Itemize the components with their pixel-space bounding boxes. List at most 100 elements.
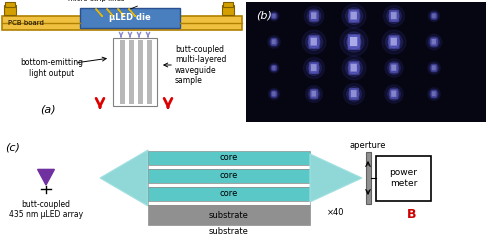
Bar <box>147 40 152 104</box>
Text: B: B <box>407 207 416 220</box>
Circle shape <box>309 11 319 21</box>
FancyBboxPatch shape <box>389 89 398 99</box>
FancyBboxPatch shape <box>431 90 437 98</box>
Circle shape <box>385 59 403 77</box>
Text: (b): (b) <box>256 11 272 21</box>
Circle shape <box>304 58 325 78</box>
FancyBboxPatch shape <box>431 12 437 20</box>
Bar <box>4 5 16 15</box>
Text: substrate: substrate <box>209 211 249 219</box>
Circle shape <box>384 6 405 27</box>
Circle shape <box>385 85 403 103</box>
Circle shape <box>304 6 324 26</box>
FancyBboxPatch shape <box>310 89 318 99</box>
Bar <box>5 2 15 7</box>
Bar <box>223 2 233 7</box>
FancyBboxPatch shape <box>311 91 316 97</box>
Text: SMA: SMA <box>221 0 236 1</box>
Polygon shape <box>310 154 362 202</box>
Circle shape <box>346 86 362 101</box>
FancyBboxPatch shape <box>432 91 436 96</box>
Bar <box>148 187 310 201</box>
Circle shape <box>427 88 440 100</box>
Circle shape <box>386 33 403 51</box>
FancyBboxPatch shape <box>271 13 277 19</box>
Bar <box>113 38 157 106</box>
Text: SMA: SMA <box>2 0 18 1</box>
Text: power
meter: power meter <box>389 168 418 188</box>
Circle shape <box>344 83 365 105</box>
FancyBboxPatch shape <box>388 35 400 49</box>
Circle shape <box>309 63 319 73</box>
Circle shape <box>344 32 364 52</box>
Circle shape <box>389 63 399 73</box>
FancyBboxPatch shape <box>348 61 360 75</box>
Circle shape <box>429 90 439 98</box>
Circle shape <box>386 8 402 23</box>
Bar <box>148 151 310 165</box>
FancyBboxPatch shape <box>311 12 316 19</box>
Text: µLED die: µLED die <box>109 14 151 23</box>
FancyBboxPatch shape <box>350 64 357 72</box>
FancyBboxPatch shape <box>309 62 319 74</box>
Circle shape <box>349 89 359 99</box>
Circle shape <box>342 56 366 80</box>
FancyBboxPatch shape <box>348 9 360 23</box>
FancyBboxPatch shape <box>351 90 357 97</box>
Circle shape <box>342 4 366 28</box>
FancyBboxPatch shape <box>310 38 317 45</box>
Circle shape <box>305 33 323 51</box>
Circle shape <box>346 8 363 24</box>
Circle shape <box>389 90 399 98</box>
FancyBboxPatch shape <box>432 66 436 70</box>
FancyBboxPatch shape <box>347 34 360 50</box>
Circle shape <box>306 60 322 76</box>
Circle shape <box>387 88 401 100</box>
FancyBboxPatch shape <box>309 10 319 22</box>
Bar <box>129 40 134 104</box>
FancyBboxPatch shape <box>389 63 398 73</box>
Text: butt-coupled
multi-layered
waveguide
sample: butt-coupled multi-layered waveguide sam… <box>175 45 226 85</box>
FancyBboxPatch shape <box>430 37 438 47</box>
FancyBboxPatch shape <box>390 38 397 45</box>
Circle shape <box>305 86 323 102</box>
Bar <box>148 169 310 183</box>
Circle shape <box>428 10 440 22</box>
Bar <box>148 165 310 169</box>
Bar <box>80 8 180 28</box>
Circle shape <box>269 11 279 21</box>
Text: core: core <box>220 153 238 162</box>
FancyBboxPatch shape <box>391 65 396 71</box>
Bar <box>376 156 431 201</box>
FancyBboxPatch shape <box>308 35 320 49</box>
Text: butt-coupled
435 nm µLED array: butt-coupled 435 nm µLED array <box>9 200 83 219</box>
Polygon shape <box>100 150 148 206</box>
Text: aperture: aperture <box>350 141 386 150</box>
FancyBboxPatch shape <box>271 65 277 71</box>
Circle shape <box>346 60 363 76</box>
Text: (c): (c) <box>5 142 20 152</box>
FancyBboxPatch shape <box>272 14 275 18</box>
Circle shape <box>302 30 326 54</box>
Circle shape <box>271 91 277 97</box>
FancyBboxPatch shape <box>349 88 359 100</box>
Circle shape <box>431 65 437 71</box>
FancyBboxPatch shape <box>350 12 357 20</box>
Bar <box>148 183 310 187</box>
Text: bottom-emitting
light output: bottom-emitting light output <box>20 58 83 78</box>
Text: micro-strip lines: micro-strip lines <box>68 0 124 1</box>
Circle shape <box>308 36 320 48</box>
Text: core: core <box>220 172 238 181</box>
Text: PCB board: PCB board <box>8 20 44 26</box>
Bar <box>138 40 143 104</box>
Bar <box>148 205 310 225</box>
FancyBboxPatch shape <box>271 38 277 46</box>
Bar <box>222 5 234 15</box>
Circle shape <box>271 14 276 18</box>
Bar <box>246 2 486 122</box>
Circle shape <box>271 66 276 70</box>
Circle shape <box>387 61 401 75</box>
FancyBboxPatch shape <box>350 37 357 46</box>
FancyBboxPatch shape <box>432 14 436 18</box>
Circle shape <box>270 65 278 71</box>
